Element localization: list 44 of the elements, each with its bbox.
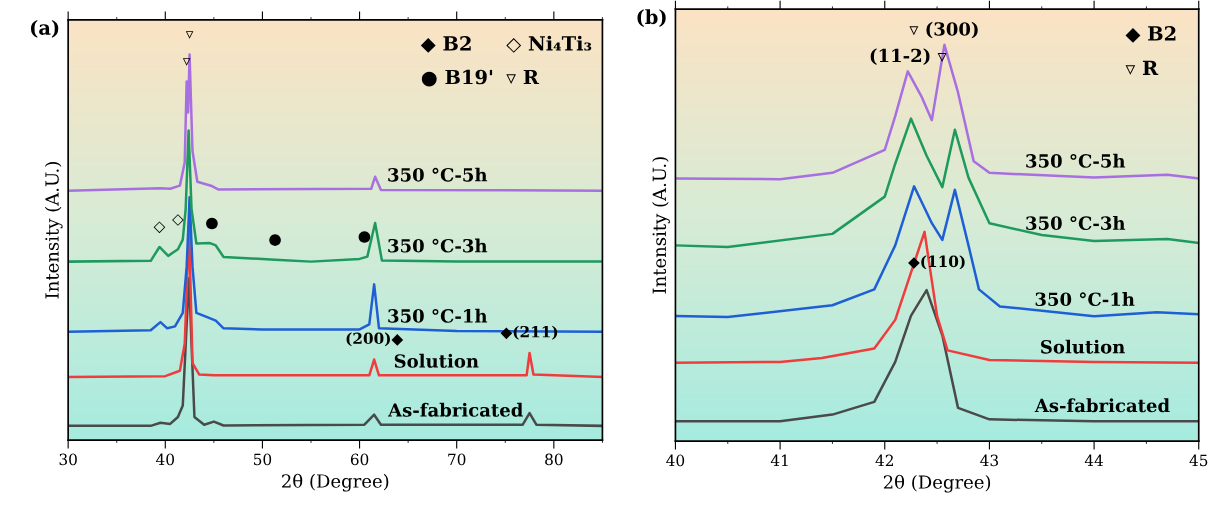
annotation: 350 °C-5h xyxy=(388,167,488,182)
text: ◇ Ni₄Ti₃ xyxy=(506,35,592,53)
annotation: As-fabricated xyxy=(1034,398,1170,413)
annotation: ● xyxy=(206,217,218,230)
annotation: ◇ xyxy=(153,221,166,234)
annotation: Solution xyxy=(1041,339,1125,354)
x-tick-label: 60 xyxy=(350,453,369,466)
x-tick-label: 70 xyxy=(448,453,466,466)
annotation: ● xyxy=(358,231,371,243)
annotation: ◇ xyxy=(172,214,184,226)
x-tick-label: 44 xyxy=(1084,454,1104,466)
x-axis-title: 2θ (Degree) xyxy=(883,474,991,493)
chart-title: (b) xyxy=(637,9,666,27)
annotation: (11-2) ▿ xyxy=(870,48,947,65)
y-axis-title: Intensity (A.U.) xyxy=(652,157,670,294)
annotation: ▿ xyxy=(182,58,191,66)
x-tick-label: 43 xyxy=(980,454,999,467)
x-tick-label: 30 xyxy=(59,453,77,466)
annotation: 350 °C-3h xyxy=(1026,216,1126,230)
annotation: ▿ R xyxy=(1125,60,1159,76)
annotation: As-fabricated xyxy=(387,402,523,417)
annotation: 350 °C-1h xyxy=(388,308,488,323)
x-tick-label: 40 xyxy=(666,454,685,467)
annotation: 350 °C-1h xyxy=(1035,292,1135,307)
x-tick-label: 40 xyxy=(156,453,174,466)
annotation: ▿ xyxy=(185,31,194,39)
text: ◆ B2 xyxy=(1125,26,1176,43)
x-axis-title: 2θ (Degree) xyxy=(282,473,389,492)
annotation: ● B19' xyxy=(421,69,493,87)
x-tick-label: 45 xyxy=(1189,454,1208,467)
x-tick-label: 80 xyxy=(545,453,563,466)
x-tick-label: 41 xyxy=(770,454,788,466)
annotation: 350 °C-3h xyxy=(388,238,488,253)
annotation: ● xyxy=(269,234,281,246)
x-tick-label: 42 xyxy=(875,454,893,466)
annotation: ▿ (300) xyxy=(909,21,978,39)
chart-title: (a) xyxy=(30,19,59,38)
annotation: ▿ R xyxy=(506,69,540,85)
annotation: (200)◆ xyxy=(346,332,404,347)
annotation: Solution xyxy=(394,353,479,368)
y-axis-title: Intensity (A.U.) xyxy=(44,162,63,299)
text: ◆ B2 xyxy=(420,36,471,53)
annotation: 350 °C-5h xyxy=(1026,153,1126,168)
x-tick-label: 50 xyxy=(254,453,272,466)
